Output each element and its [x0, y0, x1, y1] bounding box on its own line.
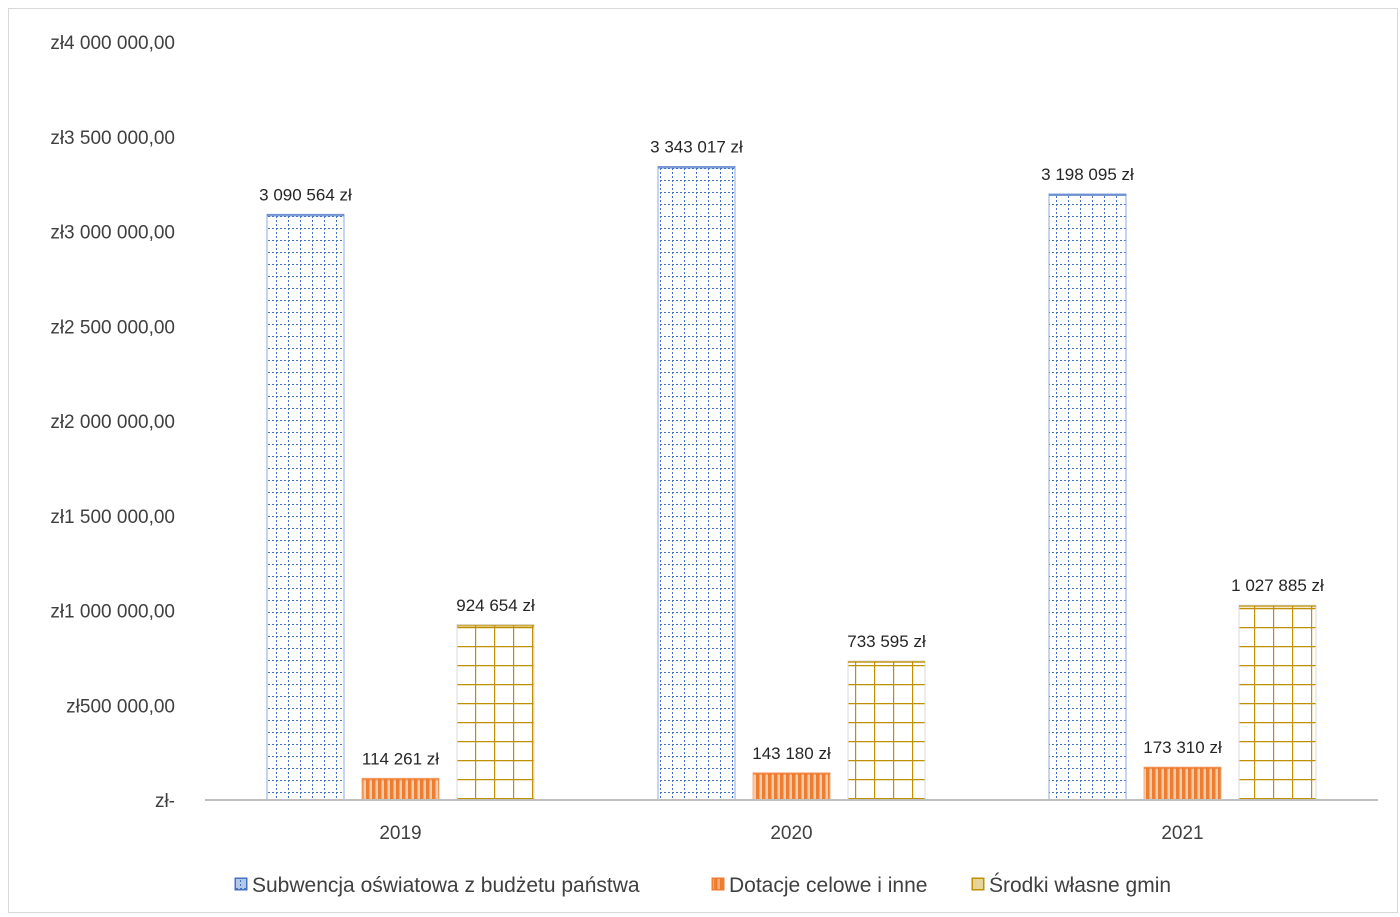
legend-label: Środki własne gmin	[989, 873, 1171, 897]
data-label: 173 310 zł	[1143, 738, 1222, 757]
y-tick-label: zł3 000 000,00	[50, 223, 175, 244]
data-label: 3 090 564 zł	[259, 185, 352, 204]
bar-srodki-2021	[1238, 604, 1317, 801]
y-axis-ticks: zł-zł500 000,00 zł1 000 000,00 zł1 500 000…	[50, 33, 175, 812]
bar-subwencja-2019	[266, 213, 345, 801]
data-label: 924 654 zł	[456, 596, 535, 615]
y-tick-label: zł-	[155, 791, 175, 812]
x-tick-label: 2019	[379, 823, 421, 844]
data-label: 143 180 zł	[752, 744, 831, 763]
legend-label: Subwencja oświatowa z budżetu państwa	[252, 874, 640, 897]
data-label: 114 261 zł	[362, 749, 439, 768]
y-tick-label: zł4 000 000,00	[50, 33, 175, 54]
bar-subwencja-2021	[1048, 193, 1127, 801]
legend-swatch-pattern	[973, 879, 983, 889]
y-tick-label: zł2 500 000,00	[50, 317, 175, 338]
data-label: 3 343 017 zł	[650, 137, 743, 156]
bar-srodki-2020	[847, 660, 926, 801]
y-tick-label: zł1 500 000,00	[50, 507, 175, 528]
bars	[266, 165, 1317, 801]
x-axis-labels: 2019 2020 2021	[379, 823, 1203, 844]
bar-subwencja-2020	[657, 165, 736, 801]
legend-swatch-pattern	[236, 879, 246, 889]
data-label: 3 198 095 zł	[1041, 165, 1134, 184]
bar-dotacje-2021	[1143, 766, 1222, 801]
bar-dotacje-2019	[361, 777, 440, 801]
data-label: 733 595 zł	[847, 632, 926, 651]
legend-swatch-pattern	[713, 879, 723, 889]
y-tick-label: zł500 000,00	[66, 696, 175, 717]
y-tick-label: zł1 000 000,00	[50, 602, 175, 623]
y-tick-label: zł3 500 000,00	[50, 128, 175, 149]
data-labels: 3 090 564 zł 114 261 zł 924 654 zł 3 343 01…	[259, 137, 1324, 768]
legend: Subwencja oświatowa z budżetu państwa Dot…	[234, 873, 1171, 897]
x-tick-label: 2020	[770, 823, 812, 844]
bar-srodki-2019	[456, 624, 535, 801]
y-tick-label: zł2 000 000,00	[50, 412, 175, 433]
x-tick-label: 2021	[1161, 823, 1203, 844]
legend-label: Dotacje celowe i inne	[729, 874, 927, 897]
data-label: 1 027 885 zł	[1231, 576, 1324, 595]
bar-dotacje-2020	[752, 772, 831, 801]
